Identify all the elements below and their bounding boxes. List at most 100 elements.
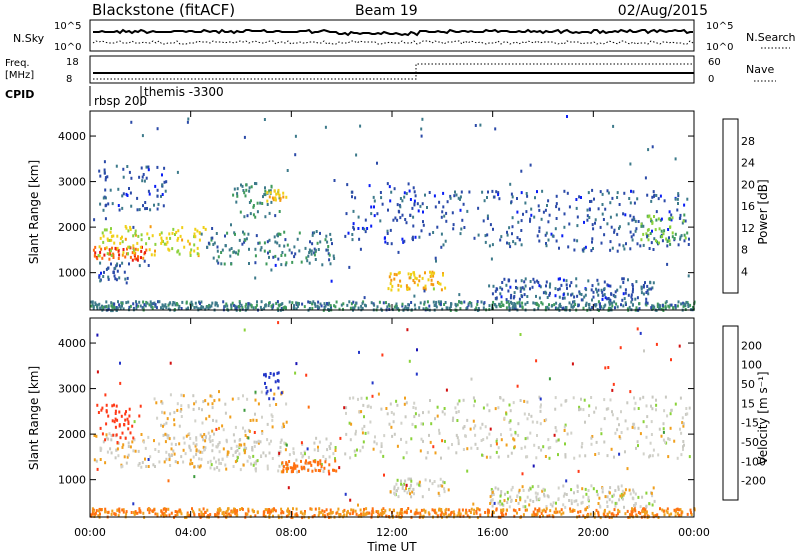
velocity-cell-0-97 bbox=[133, 438, 136, 442]
velocity-cell-3-62 bbox=[244, 429, 247, 433]
power-cell-0-52 bbox=[101, 256, 104, 260]
power-cell-0-2 bbox=[108, 257, 111, 261]
velocity-cell-6-10 bbox=[400, 421, 403, 425]
power-cell-11-76 bbox=[584, 293, 587, 297]
power-cell-12-542 bbox=[151, 305, 154, 309]
power-cell-9-217 bbox=[622, 244, 625, 248]
velocity-cell-1-105 bbox=[236, 449, 239, 452]
power-cell-6-29 bbox=[114, 266, 117, 270]
nave-tick-bottom: 0 bbox=[708, 74, 714, 85]
power-cell-3-27 bbox=[264, 189, 267, 193]
power-cell-12-415 bbox=[376, 305, 379, 309]
velocity-cell-6-78 bbox=[603, 417, 606, 421]
velocity-cell-0-45 bbox=[140, 465, 143, 469]
power-cell-12-326 bbox=[443, 303, 446, 306]
power-cell-2-51 bbox=[283, 230, 286, 234]
power-cell-2-89 bbox=[248, 262, 250, 265]
power-cell-12-61 bbox=[510, 301, 513, 305]
power-cell-7-39 bbox=[413, 199, 416, 203]
power-cell-12-400 bbox=[514, 305, 517, 309]
power-cell-9-215 bbox=[547, 238, 550, 242]
velocity-cell-9-148 bbox=[560, 508, 563, 512]
velocity-cell-9-335 bbox=[136, 511, 139, 515]
velocity-cell-3-51 bbox=[180, 408, 183, 411]
power-cell-12-541 bbox=[609, 306, 612, 310]
velocity-cell-0-46 bbox=[127, 445, 130, 448]
velocity-cell-9-388 bbox=[631, 510, 634, 513]
velocity-cell-8-162 bbox=[609, 486, 612, 490]
velocity-cell-3-87 bbox=[182, 436, 185, 440]
power-cell-12-231 bbox=[351, 306, 354, 310]
velocity-cell-1-45 bbox=[318, 440, 321, 444]
velocity-cell-9-456 bbox=[216, 511, 219, 515]
velocity-cell-6-57 bbox=[369, 420, 372, 424]
power-cell-7-13 bbox=[386, 242, 389, 245]
power-cell-3-5 bbox=[236, 192, 239, 196]
velocity-cell-8-144 bbox=[586, 506, 589, 509]
velocity-cell-3-52 bbox=[155, 401, 158, 405]
velocity-cell-5-22 bbox=[101, 432, 104, 436]
velocity-cell-6-141 bbox=[539, 422, 542, 426]
power-cell-12-348 bbox=[482, 306, 485, 310]
cpid-entry-0: rbsp 200 bbox=[94, 94, 147, 108]
velocity-cell-3-30 bbox=[224, 411, 227, 415]
power-cell-11-124 bbox=[526, 295, 529, 298]
power-cell-12-593 bbox=[199, 302, 201, 305]
velocity-cell-9-478 bbox=[229, 514, 232, 518]
power-cell-11-16 bbox=[566, 286, 568, 290]
velocity-cell-3-21 bbox=[164, 432, 167, 436]
velocity-cell-6-314 bbox=[580, 445, 583, 449]
velocity-cell-6-140 bbox=[373, 440, 376, 444]
velocity-cell-9-453 bbox=[544, 510, 547, 514]
power-cell-8-34 bbox=[415, 277, 418, 281]
velocity-cell-9-544 bbox=[118, 507, 121, 511]
velocity-cell-0-84 bbox=[109, 447, 112, 451]
power-sparse-27 bbox=[359, 124, 362, 128]
velocity-cell-2-18 bbox=[286, 463, 289, 467]
power-cell-9-8 bbox=[440, 245, 443, 249]
power-cell-3-12 bbox=[236, 187, 239, 191]
power-cell-11-128 bbox=[631, 290, 634, 294]
velocity-cell-0-81 bbox=[195, 443, 198, 447]
velocity-cell-3-114 bbox=[173, 423, 176, 427]
power-cell-1-7 bbox=[116, 234, 119, 238]
power-cell-2-55 bbox=[268, 255, 270, 259]
power-cell-11-81 bbox=[597, 293, 600, 297]
power-cell-12-93 bbox=[319, 302, 322, 306]
power-cell-2-128 bbox=[313, 253, 316, 257]
power-sparse-49 bbox=[373, 199, 376, 203]
power-cell-12-304 bbox=[327, 303, 330, 307]
power-cell-9-187 bbox=[590, 249, 593, 253]
power-cell-11-125 bbox=[491, 292, 494, 296]
power-cell-1-69 bbox=[153, 253, 156, 257]
velocity-cell-8-159 bbox=[608, 491, 611, 495]
power-cell-1-82 bbox=[140, 238, 143, 242]
power-cell-6-19 bbox=[110, 262, 112, 266]
velocity-cell-4-2 bbox=[266, 389, 269, 393]
power-cell-12-95 bbox=[444, 301, 447, 304]
velocity-cell-0-59 bbox=[173, 452, 176, 456]
velocity-cell-6-178 bbox=[413, 415, 416, 419]
power-cell-1-105 bbox=[169, 236, 172, 240]
power-cell-7-50 bbox=[390, 242, 393, 246]
power-cell-12-351 bbox=[572, 300, 575, 304]
velocity-cell-5-35 bbox=[111, 419, 114, 423]
velocity-cell-6-279 bbox=[605, 407, 608, 411]
power-cell-9-126 bbox=[666, 244, 669, 248]
power-cell-12-272 bbox=[370, 301, 373, 305]
velocity-sparse-21 bbox=[305, 373, 308, 377]
velocity-cell-3-99 bbox=[243, 451, 246, 455]
power-cell-9-251 bbox=[597, 207, 600, 211]
power-cell-9-235 bbox=[422, 220, 424, 224]
velocity-cell-6-116 bbox=[597, 452, 600, 455]
power-cell-10-33 bbox=[659, 235, 662, 239]
velocity-cell-8-105 bbox=[576, 503, 579, 507]
power-cell-12-410 bbox=[407, 303, 410, 307]
velocity-cell-4-7 bbox=[269, 388, 272, 392]
velocity-cell-9-193 bbox=[487, 513, 490, 517]
power-cell-12-476 bbox=[602, 307, 605, 311]
velocity-cell-6-197 bbox=[444, 439, 446, 443]
power-cell-10-21 bbox=[662, 232, 665, 236]
velocity-cell-0-80 bbox=[167, 434, 170, 438]
velocity-cell-3-137 bbox=[257, 439, 260, 443]
